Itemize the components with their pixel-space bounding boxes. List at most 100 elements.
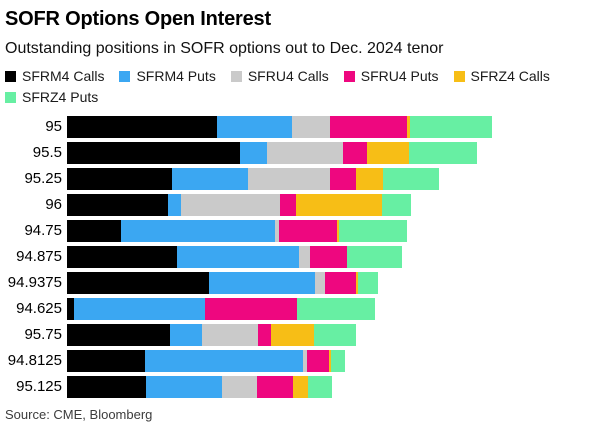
bar-segment-sfrz4-puts [410,116,492,138]
bar-segment-sfrm4-calls [67,168,172,190]
bar-segment-sfrm4-puts [74,298,205,320]
y-axis-label: 94.75 [24,222,62,239]
legend-label: SFRM4 Puts [136,68,216,84]
source-attribution: Source: CME, Bloomberg [5,407,153,422]
bar-row: 94.625 [5,298,594,320]
bar-segment-sfru4-puts [307,350,329,372]
bar-segment-sfrz4-puts [409,142,477,164]
bar-segment-sfrz4-calls [296,194,382,216]
bar-segment-sfrz4-puts [383,168,439,190]
legend-swatch [343,70,355,82]
bar-row: 94.875 [5,246,594,268]
bar-segment-sfru4-calls [248,168,330,190]
y-axis-label: 94.625 [16,300,62,317]
bar-segment-sfru4-puts [330,168,356,190]
bar-segment-sfrm4-calls [67,376,146,398]
bar-row: 96 [5,194,594,216]
bar-segment-sfrz4-puts [314,324,356,346]
bar-segment-sfru4-puts [279,220,337,242]
legend-swatch [5,70,16,82]
bar-segment-sfrm4-puts [240,142,267,164]
bar-segment-sfru4-puts [330,116,407,138]
bar-segment-sfru4-puts [205,298,297,320]
bar-segment-sfrz4-puts [331,350,345,372]
bar-segment-sfrz4-calls [356,272,358,294]
bar-segment-sfrm4-puts [217,116,292,138]
legend-label: SFRU4 Calls [247,68,329,84]
bar-segment-sfru4-puts [310,246,347,268]
bar-segment-sfrm4-calls [67,116,217,138]
legend-swatch [5,91,16,103]
bar-segment-sfrz4-puts [347,246,402,268]
chart-legend: SFRM4 Calls SFRM4 Puts SFRU4 Calls SFRU4 Pu… [5,68,590,105]
legend-swatch [119,70,131,82]
bar-segment-sfrz4-calls [356,168,383,190]
bar-row: 95.5 [5,142,594,164]
bar-segment-sfru4-calls [267,142,343,164]
stacked-bar [67,220,407,242]
legend-item-sfrz4-puts: SFRZ4 Puts [5,89,98,105]
bar-segment-sfrz4-calls [329,350,331,372]
bar-row: 95 [5,116,594,138]
y-axis-label: 94.8125 [7,352,62,369]
bar-segment-sfrz4-calls [271,324,314,346]
bar-segment-sfrm4-puts [146,376,222,398]
bar-row: 94.9375 [5,272,594,294]
bar-row: 94.75 [5,220,594,242]
bar-segment-sfrm4-puts [145,350,303,372]
bar-segment-sfrm4-puts [121,220,275,242]
bar-row: 95.125 [5,376,594,398]
bar-segment-sfru4-calls [202,324,258,346]
bar-segment-sfrz4-calls [407,116,410,138]
bar-segment-sfrz4-calls [337,220,339,242]
y-axis-label: 95.5 [32,144,62,161]
y-axis-label: 95.25 [24,170,62,187]
bar-segment-sfru4-puts [257,376,293,398]
legend-item-sfrm4-calls: SFRM4 Calls [5,68,104,84]
stacked-bar [67,350,345,372]
bar-segment-sfrm4-calls [67,246,177,268]
bar-segment-sfru4-calls [303,350,307,372]
bar-segment-sfrm4-puts [177,246,299,268]
bar-segment-sfrm4-puts [170,324,202,346]
bar-segment-sfru4-puts [280,194,296,216]
legend-swatch [230,70,242,82]
bar-segment-sfrm4-calls [67,350,145,372]
y-axis-label: 94.9375 [7,274,62,291]
y-axis-label: 94.875 [16,248,62,265]
bar-row: 95.75 [5,324,594,346]
bar-segment-sfrz4-puts [308,376,332,398]
bar-row: 95.25 [5,168,594,190]
bar-segment-sfrm4-puts [209,272,315,294]
stacked-bar [67,272,378,294]
bar-segment-sfrm4-puts [172,168,248,190]
bar-segment-sfrm4-calls [67,142,240,164]
stacked-bar [67,116,492,138]
y-axis-label: 96 [45,196,62,213]
bar-segment-sfrm4-calls [67,324,170,346]
y-axis-label: 95 [45,118,62,135]
chart-subtitle: Outstanding positions in SOFR options ou… [5,40,444,57]
y-axis-label: 95.125 [16,378,62,395]
legend-item-sfru4-calls: SFRU4 Calls [230,68,329,84]
y-axis-label: 95.75 [24,326,62,343]
stacked-bar-chart: 95 95.5 95.25 96 94.75 94.875 94.9375 94.625 95.… [5,116,594,398]
legend-label: SFRU4 Puts [360,68,439,84]
bar-segment-sfru4-puts [343,142,367,164]
legend-item-sfrm4-puts: SFRM4 Puts [119,68,216,84]
bar-segment-sfrm4-calls [67,220,121,242]
bar-segment-sfrz4-puts [382,194,411,216]
stacked-bar [67,168,439,190]
bar-segment-sfru4-calls [275,220,279,242]
bar-segment-sfrz4-puts [297,298,375,320]
legend-label: SFRZ4 Calls [470,68,550,84]
stacked-bar [67,324,356,346]
bar-segment-sfrz4-puts [339,220,407,242]
legend-item-sfru4-puts: SFRU4 Puts [343,68,439,84]
stacked-bar [67,142,477,164]
bar-segment-sfru4-calls [315,272,325,294]
chart-title: SOFR Options Open Interest [5,8,271,30]
bar-row: 94.8125 [5,350,594,372]
bar-segment-sfrz4-puts [358,272,378,294]
